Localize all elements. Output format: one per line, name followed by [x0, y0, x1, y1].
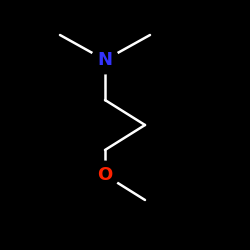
- Text: N: N: [98, 51, 112, 69]
- Circle shape: [91, 46, 119, 74]
- Circle shape: [91, 161, 119, 189]
- Text: O: O: [98, 166, 112, 184]
